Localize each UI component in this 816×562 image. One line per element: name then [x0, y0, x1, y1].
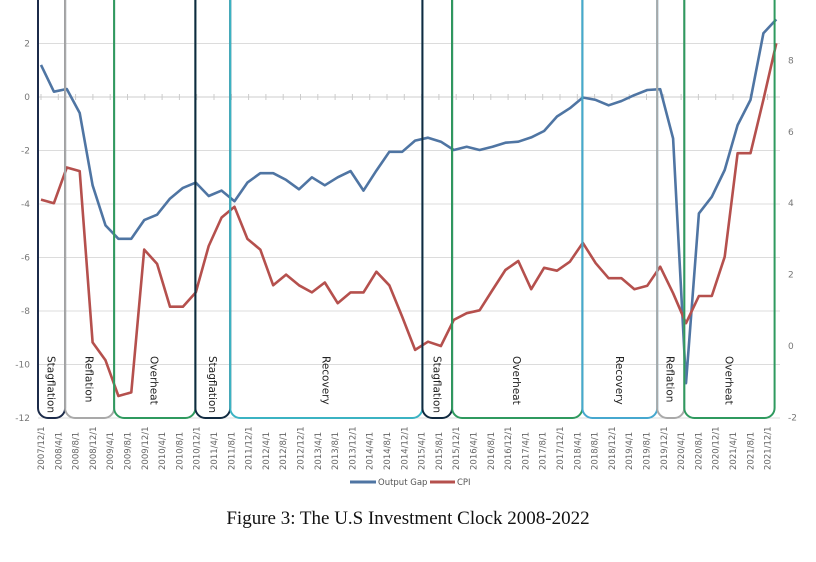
- x-tick-label: 2016/8/1: [487, 432, 497, 470]
- x-tick-label: 2009/4/1: [106, 432, 116, 470]
- x-tick-label: 2018/12/1: [608, 426, 618, 470]
- left-tick-label: 2: [24, 40, 30, 50]
- series-line-cpi: [40, 43, 778, 398]
- left-tick-label: -2: [21, 147, 30, 157]
- x-tick-label: 2019/4/1: [625, 432, 635, 470]
- left-axis: 2 0 -2 -4 -6 -8 -10 -12: [15, 40, 30, 425]
- right-axis: 8 6 4 2 0 -2: [788, 56, 797, 423]
- x-tick-label: 2016/12/1: [504, 426, 514, 470]
- left-tick-label: -8: [21, 307, 30, 317]
- x-tick-label: 2020/4/1: [677, 432, 687, 470]
- figure-caption: Figure 3: The U.S Investment Clock 2008-…: [226, 508, 590, 529]
- x-tick-label: 2013/8/1: [331, 432, 341, 470]
- legend: Output Gap CPI: [350, 478, 471, 488]
- regime-box-overheat: [683, 0, 776, 419]
- right-tick-label: 4: [788, 199, 794, 209]
- x-tick-label: 2015/8/1: [435, 432, 445, 470]
- x-tick-label: 2012/4/1: [262, 432, 272, 470]
- x-tick-label: 2011/4/1: [210, 432, 220, 470]
- x-tick-label: 2010/12/1: [193, 426, 203, 470]
- legend-label-cpi: CPI: [457, 478, 471, 488]
- x-tick-label: 2009/12/1: [141, 426, 151, 470]
- legend-label-output-gap: Output Gap: [378, 478, 427, 488]
- series-lines: [39, 18, 778, 398]
- x-tick-label: 2013/4/1: [314, 432, 324, 470]
- x-tick-label: 2015/12/1: [452, 426, 462, 470]
- x-tick-label: 2020/8/1: [694, 432, 704, 470]
- left-tick-label: -4: [21, 200, 30, 210]
- right-tick-label: 0: [788, 342, 794, 352]
- regime-label: Recovery: [319, 356, 331, 405]
- regime-label: Overheat: [510, 356, 522, 405]
- x-tick-label: 2014/4/1: [366, 432, 376, 470]
- x-tick-label: 2016/4/1: [470, 432, 480, 470]
- left-tick-label: -12: [15, 414, 30, 424]
- x-tick-label: 2017/8/1: [539, 432, 549, 470]
- x-tick-label: 2020/12/1: [712, 426, 722, 470]
- regime-label: Stagflation: [430, 356, 442, 413]
- x-tick-label: 2021/12/1: [764, 426, 774, 470]
- x-axis: 2007/12/1 2008/4/1 2008/8/1 2008/12/1 2009/4…: [37, 94, 780, 470]
- series-line-output-gap: [39, 18, 778, 385]
- x-tick-label: 2017/12/1: [556, 426, 566, 470]
- x-tick-label: 2019/12/1: [660, 426, 670, 470]
- investment-clock-chart: 2 0 -2 -4 -6 -8 -10 -12 8 6 4 2 0 -2 2007/12/1 2008/4…: [15, 0, 797, 488]
- x-tick-label: 2019/8/1: [643, 432, 653, 470]
- regime-label: Overheat: [722, 356, 734, 405]
- x-tick-label: 2017/4/1: [521, 432, 531, 470]
- regime-label: Overheat: [148, 356, 160, 405]
- x-tick-label: 2007/12/1: [37, 426, 47, 470]
- right-tick-label: 6: [788, 128, 794, 138]
- regime-label: Stagflation: [206, 356, 218, 413]
- x-tick-label: 2010/4/1: [158, 432, 168, 470]
- regime-label: Recovery: [613, 356, 625, 405]
- regime-label: Stagflation: [45, 356, 57, 413]
- right-tick-label: -2: [788, 413, 797, 423]
- x-tick-label: 2015/4/1: [418, 432, 428, 470]
- x-tick-label: 2021/8/1: [746, 432, 756, 470]
- x-tick-label: 2011/12/1: [245, 426, 255, 470]
- x-tick-label: 2012/8/1: [279, 432, 289, 470]
- left-tick-label: -10: [15, 361, 30, 371]
- left-tick-label: 0: [24, 93, 30, 103]
- right-tick-label: 2: [788, 271, 794, 281]
- x-tick-label: 2021/4/1: [729, 432, 739, 470]
- x-tick-label: 2014/12/1: [400, 426, 410, 470]
- x-tick-label: 2008/8/1: [72, 432, 82, 470]
- x-tick-label: 2008/4/1: [54, 432, 64, 470]
- regime-boxes: Stagflation Reflation Overheat Stagflation R…: [37, 0, 776, 419]
- left-tick-label: -6: [21, 254, 30, 264]
- regime-label: Reflation: [664, 356, 676, 402]
- x-tick-label: 2018/8/1: [591, 432, 601, 470]
- x-tick-label: 2013/12/1: [348, 426, 358, 470]
- regime-label: Reflation: [83, 356, 95, 402]
- x-tick-label: 2008/12/1: [89, 426, 99, 470]
- x-tick-label: 2018/4/1: [573, 432, 583, 470]
- x-tick-label: 2010/8/1: [175, 432, 185, 470]
- x-tick-label: 2009/8/1: [124, 432, 134, 470]
- x-tick-label: 2011/8/1: [227, 432, 237, 470]
- x-tick-label: 2014/8/1: [383, 432, 393, 470]
- right-tick-label: 8: [788, 56, 794, 66]
- x-tick-label: 2012/12/1: [297, 426, 307, 470]
